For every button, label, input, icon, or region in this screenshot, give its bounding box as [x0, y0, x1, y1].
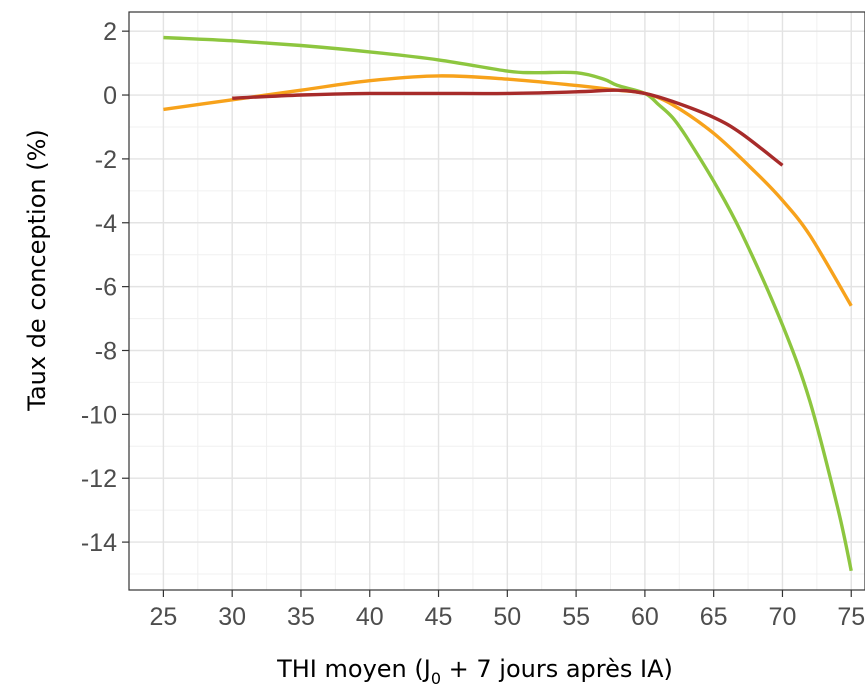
x-axis-title-subscript: 0 — [431, 669, 441, 687]
x-tick-label: 45 — [425, 603, 453, 631]
y-tick-label: -8 — [95, 337, 117, 365]
x-tick-label: 35 — [287, 603, 315, 631]
plot-background — [129, 12, 865, 590]
y-tick-label: 0 — [103, 82, 117, 110]
x-tick-label: 30 — [218, 603, 246, 631]
x-tick-label: 50 — [493, 603, 521, 631]
x-axis-title-main: THI moyen (J — [276, 655, 431, 683]
series-line-3 — [232, 88, 784, 167]
y-tick-label: -10 — [81, 401, 117, 429]
x-tick-label: 70 — [769, 603, 797, 631]
series-lines — [163, 35, 853, 572]
x-tick-label: 60 — [631, 603, 659, 631]
plot-border — [128, 11, 865, 591]
y-axis: 2 0 -2 -4 -6 -8 -10 -12 -14 — [81, 18, 129, 557]
x-axis: 25 30 35 40 45 50 55 60 65 70 75 — [149, 590, 865, 631]
x-axis-title-rest: + 7 jours après IA) — [441, 655, 673, 683]
y-axis-title: Taux de conception (%) — [23, 129, 51, 411]
y-tick-label: -6 — [95, 274, 117, 302]
y-tick-label: -14 — [81, 529, 117, 557]
y-tick-label: -4 — [95, 210, 117, 238]
y-tick-label: -2 — [95, 146, 117, 174]
x-tick-label: 40 — [356, 603, 384, 631]
y-tick-label: 2 — [103, 18, 117, 46]
x-axis-title: THI moyen (J0 + 7 jours après IA) — [276, 655, 673, 687]
x-tick-label: 25 — [149, 603, 177, 631]
x-tick-label: 75 — [837, 603, 865, 631]
x-tick-label: 55 — [562, 603, 590, 631]
x-tick-label: 65 — [700, 603, 728, 631]
y-tick-label: -12 — [81, 465, 117, 493]
